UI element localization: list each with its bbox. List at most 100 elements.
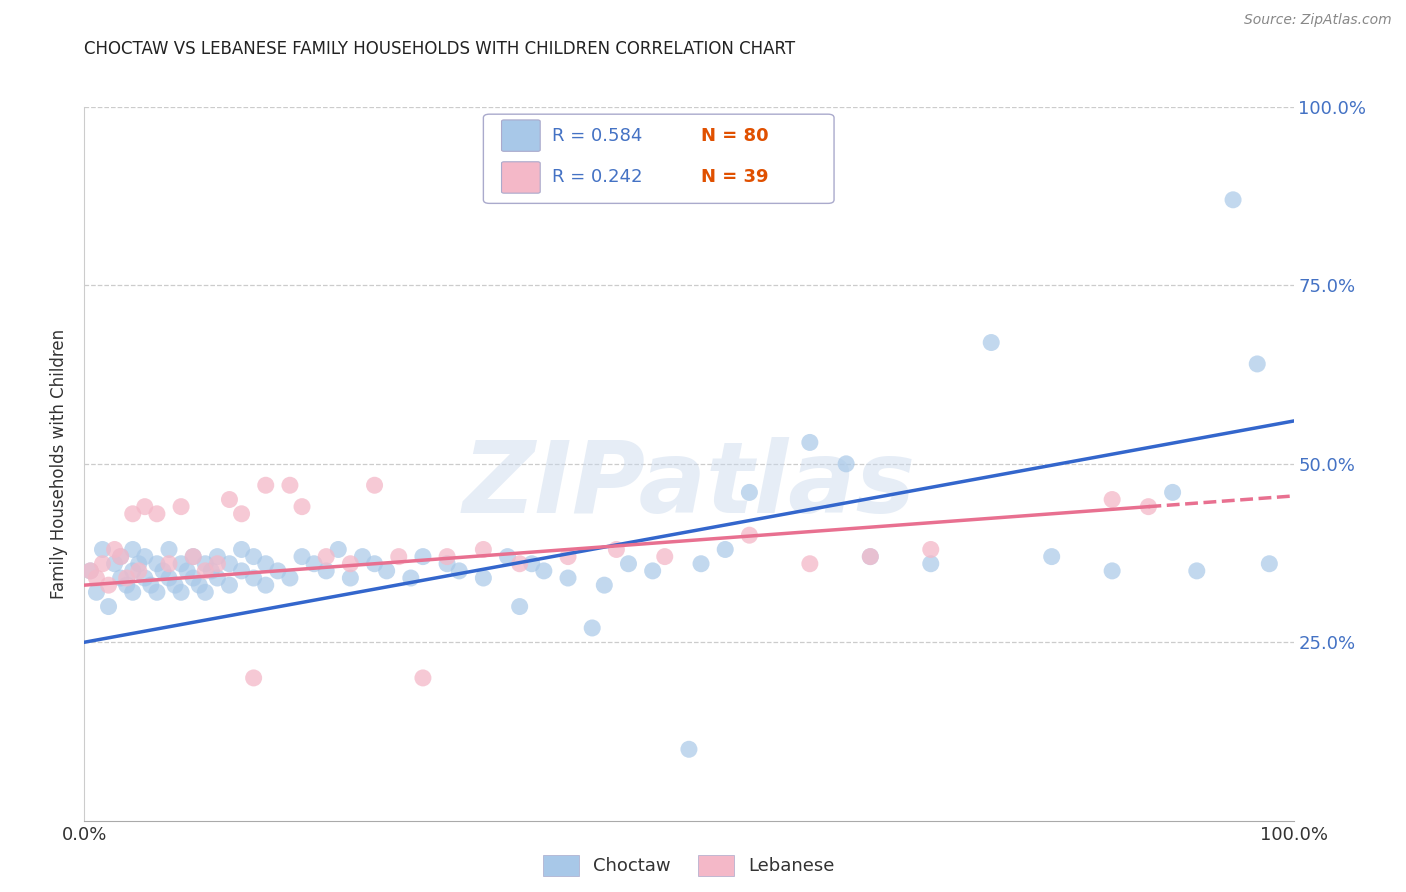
Point <box>200 564 222 578</box>
Point <box>388 549 411 564</box>
Point <box>339 557 361 571</box>
Point <box>157 557 180 571</box>
Point <box>97 599 120 614</box>
Point <box>641 564 664 578</box>
Point <box>339 571 361 585</box>
FancyBboxPatch shape <box>502 120 540 152</box>
Point <box>315 564 337 578</box>
Point <box>194 564 217 578</box>
Point <box>254 557 277 571</box>
Point <box>86 585 108 599</box>
Point <box>194 585 217 599</box>
Point <box>104 542 127 557</box>
Point <box>86 571 108 585</box>
Text: R = 0.584: R = 0.584 <box>553 127 643 145</box>
Point <box>363 557 385 571</box>
Point <box>152 564 174 578</box>
Point <box>1137 500 1160 514</box>
Point <box>79 564 101 578</box>
Point <box>170 557 193 571</box>
Point <box>91 542 114 557</box>
Point <box>170 500 193 514</box>
FancyBboxPatch shape <box>484 114 834 203</box>
Point <box>678 742 700 756</box>
Point <box>115 571 138 585</box>
Point <box>859 549 882 564</box>
Point <box>194 557 217 571</box>
Point <box>557 549 579 564</box>
Point <box>91 557 114 571</box>
Point <box>557 571 579 585</box>
Point <box>157 571 180 585</box>
Text: CHOCTAW VS LEBANESE FAMILY HOUSEHOLDS WITH CHILDREN CORRELATION CHART: CHOCTAW VS LEBANESE FAMILY HOUSEHOLDS WI… <box>84 40 796 58</box>
Point <box>1185 564 1208 578</box>
Point <box>110 549 132 564</box>
Point <box>352 549 374 564</box>
Point <box>690 557 713 571</box>
FancyBboxPatch shape <box>502 161 540 194</box>
Point <box>110 549 132 564</box>
Point <box>302 557 325 571</box>
Point <box>920 542 942 557</box>
Point <box>181 571 204 585</box>
Point <box>231 564 253 578</box>
Point <box>121 542 143 557</box>
Point <box>593 578 616 592</box>
Point <box>328 542 350 557</box>
Point <box>121 507 143 521</box>
Point <box>146 557 169 571</box>
Point <box>363 478 385 492</box>
Point <box>1040 549 1063 564</box>
Point <box>121 585 143 599</box>
Point <box>242 549 264 564</box>
Point <box>509 557 531 571</box>
Point <box>980 335 1002 350</box>
Point <box>799 435 821 450</box>
Point <box>242 671 264 685</box>
Point <box>267 564 290 578</box>
Point <box>97 578 120 592</box>
Point <box>170 585 193 599</box>
Point <box>254 578 277 592</box>
Point <box>128 564 150 578</box>
Point <box>231 507 253 521</box>
Point <box>1246 357 1268 371</box>
Point <box>218 578 240 592</box>
Point <box>412 671 434 685</box>
Point <box>533 564 555 578</box>
Point <box>605 542 627 557</box>
Point <box>1101 564 1123 578</box>
Point <box>436 549 458 564</box>
Point <box>412 549 434 564</box>
Point <box>1161 485 1184 500</box>
Text: ZIPatlas: ZIPatlas <box>463 437 915 533</box>
Point <box>146 507 169 521</box>
Point <box>399 571 422 585</box>
Point <box>110 571 132 585</box>
Point <box>181 549 204 564</box>
Point <box>242 571 264 585</box>
Point <box>134 500 156 514</box>
Point <box>375 564 398 578</box>
Point <box>654 549 676 564</box>
Point <box>79 564 101 578</box>
Point <box>509 599 531 614</box>
Text: R = 0.242: R = 0.242 <box>553 169 643 186</box>
Point <box>188 578 211 592</box>
Point <box>799 557 821 571</box>
Y-axis label: Family Households with Children: Family Households with Children <box>51 329 69 599</box>
Point <box>134 549 156 564</box>
Point <box>449 564 471 578</box>
Point <box>472 571 495 585</box>
Point <box>581 621 603 635</box>
Text: N = 39: N = 39 <box>702 169 769 186</box>
Point <box>146 585 169 599</box>
Point <box>617 557 640 571</box>
Point <box>472 542 495 557</box>
Point <box>176 564 198 578</box>
Point <box>115 578 138 592</box>
Point <box>859 549 882 564</box>
Point <box>1101 492 1123 507</box>
Point <box>291 549 314 564</box>
Point <box>496 549 519 564</box>
